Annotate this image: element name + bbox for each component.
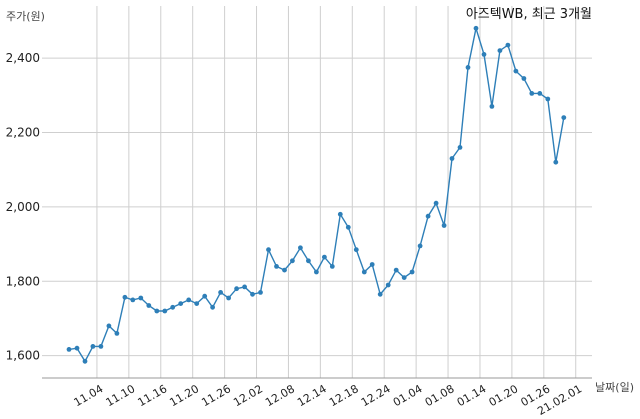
data-point [377,291,383,297]
data-point [130,297,136,303]
data-point [393,267,399,273]
x-tick-label: 12.08 [263,382,297,409]
data-point [250,291,255,297]
data-point [218,290,224,295]
x-tick-label: 11.10 [104,382,138,409]
data-point [66,347,72,352]
data-point [409,269,415,275]
data-point [361,269,367,275]
data-point [537,91,543,96]
data-point [282,267,287,273]
data-point [465,65,471,70]
data-point [170,304,176,310]
chart-title: 아즈텍WB, 최근 3개월 [466,7,592,22]
data-point [226,295,232,301]
data-point [274,264,279,269]
x-axis-title: 날짜(일) [595,380,634,394]
data-point [553,159,559,165]
data-point [417,243,423,249]
grid-lines [42,6,592,378]
x-tick-label: 01.20 [487,382,521,409]
data-point [194,301,200,306]
data-point [345,224,351,230]
y-tick-label: 1,600 [6,349,40,363]
x-tick-label: 01.14 [455,382,489,409]
data-point [505,42,511,48]
x-tick-label: 12.18 [327,382,361,409]
data-point [242,284,248,290]
data-point [290,258,295,264]
data-point [146,303,152,308]
data-point [481,52,487,57]
data-point [138,295,144,301]
data-point [298,245,303,251]
data-point [513,68,519,74]
y-tick-labels: 1,600 1,800 2,000 2,200 2,400 [6,51,40,363]
data-point [306,258,311,264]
data-point [337,211,343,217]
data-point [353,247,359,253]
data-point [449,156,455,161]
data-point [369,262,375,267]
data-point [74,345,80,351]
data-point [186,297,192,303]
y-tick-label: 2,200 [6,125,40,139]
data-point [457,145,463,150]
data-point [497,48,503,53]
data-point [521,76,527,81]
data-point [529,91,535,96]
data-point [441,223,447,228]
series-line [68,28,565,363]
data-point [122,294,128,300]
data-point [489,104,495,109]
y-tick-label: 1,800 [6,274,40,288]
x-tick-labels: 11.0411.1011.1611.2011.2612.0212.0812.14… [72,382,585,418]
data-point [433,200,439,206]
data-point [98,344,104,349]
y-tick-label: 2,000 [6,200,40,214]
x-tick-label: 12.02 [231,382,265,409]
data-point [329,264,335,269]
data-point [322,254,327,260]
data-point [385,282,391,288]
data-point [82,358,88,364]
y-tick-label: 2,400 [6,51,40,65]
data-point [114,331,120,336]
x-tick-label: 11.16 [135,382,169,409]
x-tick-label: 11.04 [72,382,106,409]
data-point [401,275,407,280]
data-point [473,25,479,31]
x-tick-label: 12.14 [295,382,329,409]
data-point [106,323,112,329]
data-point [210,304,216,310]
x-tick-label: 11.20 [167,382,201,409]
data-point [545,96,551,102]
data-point [258,290,263,295]
data-point [202,293,208,299]
data-point [154,308,160,314]
data-point [162,308,168,314]
data-points [66,25,567,364]
data-point [234,286,240,292]
x-tick-label: 12.24 [359,382,393,409]
x-tick-label: 11.26 [199,382,233,409]
x-tick-label: 01.04 [391,382,425,409]
data-point [561,115,567,120]
data-point [314,269,319,275]
x-tick-label: 01.08 [423,382,457,409]
data-point [425,213,431,219]
y-axis-title: 주가(원) [6,10,45,23]
data-point [266,247,271,253]
data-point [178,301,184,306]
data-point [90,344,96,349]
